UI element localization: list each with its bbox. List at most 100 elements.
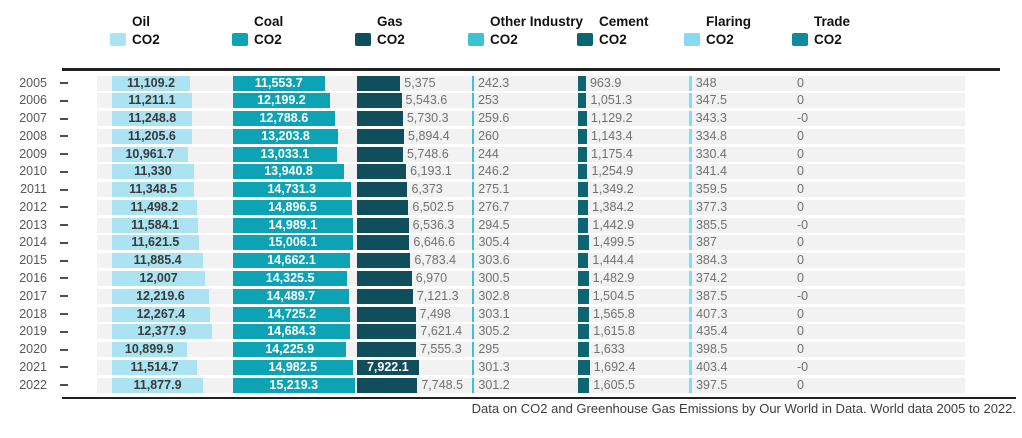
flaring-co2-bar xyxy=(689,75,692,91)
column-header-gas: Gas CO2 xyxy=(355,14,405,47)
flaring-co2-bar xyxy=(689,306,693,322)
column-subheader: CO2 xyxy=(232,32,283,47)
oil-co2-bar xyxy=(112,182,195,198)
source-caption: Data on CO2 and Greenhouse Gas Emissions… xyxy=(471,401,1016,416)
gas-co2-value: 7,121.3 xyxy=(416,288,459,303)
gas-co2-bar xyxy=(357,342,416,358)
row-band xyxy=(97,359,965,375)
oil-co2-bar xyxy=(112,288,209,304)
flaring-co2-bar xyxy=(689,199,692,215)
trade-co2-value: 0 xyxy=(797,324,804,339)
other-industry-co2-bar xyxy=(472,93,475,109)
column-subheader: CO2 xyxy=(110,32,160,47)
cement-co2-value: 1,254.9 xyxy=(591,164,634,179)
column-title: Other Industry xyxy=(490,14,584,29)
axis-tick xyxy=(60,384,68,387)
cement-co2-value: 1,384.2 xyxy=(592,199,634,214)
year-label: 2011 xyxy=(20,182,47,197)
oil-co2-bar xyxy=(112,377,204,393)
gas-co2-value: 7,498 xyxy=(419,306,451,321)
oil-co2-bar xyxy=(112,359,197,375)
flaring-co2-bar xyxy=(689,253,692,269)
oil-co2-value: 11,248.8 xyxy=(128,111,177,126)
oil-co2-value: 11,211.1 xyxy=(128,93,176,108)
coal-co2-bar xyxy=(233,146,337,162)
column-header-other-industry: Other Industry CO2 xyxy=(468,14,583,47)
flaring-co2-value: 348 xyxy=(695,75,717,90)
other-industry-co2-bar xyxy=(472,377,475,393)
year-label: 2019 xyxy=(19,324,47,339)
year-label: 2015 xyxy=(19,253,47,268)
gas-co2-bar xyxy=(357,288,413,304)
cement-co2-bar xyxy=(578,93,587,109)
axis-tick xyxy=(60,313,68,315)
trade-co2-value: 0 xyxy=(797,253,804,268)
trade-co2-value: 0 xyxy=(797,306,804,321)
row-band xyxy=(97,111,965,127)
column-sub-label: CO2 xyxy=(490,32,518,47)
cement-co2-value: 1,175.4 xyxy=(591,146,633,161)
gas-co2-bar xyxy=(357,324,417,340)
oil-co2-value: 11,498.2 xyxy=(130,199,179,214)
trade-co2-value: 0 xyxy=(797,342,804,357)
flaring-co2-bar xyxy=(689,146,692,162)
coal-co2-bar xyxy=(233,164,345,180)
column-header-cement: Cement CO2 xyxy=(577,14,649,47)
oil-co2-value: 12,377.9 xyxy=(137,324,187,339)
trade-co2-value: 0 xyxy=(797,235,804,250)
cement-co2-value: 1,442.9 xyxy=(592,217,635,232)
year-label: 2022 xyxy=(19,377,47,392)
axis-tick xyxy=(60,188,68,191)
other-industry-co2-bar xyxy=(472,182,475,198)
legend-swatch-gas-co2-icon xyxy=(355,33,371,46)
gas-co2-value: 6,373 xyxy=(411,182,443,197)
coal-co2-value: 15,006.1 xyxy=(268,235,318,250)
coal-co2-value: 12,199.2 xyxy=(257,93,306,108)
cement-co2-bar xyxy=(578,288,589,304)
flaring-co2-bar xyxy=(689,377,693,393)
coal-co2-bar xyxy=(233,93,330,109)
legend-swatch-flaring-co2-icon xyxy=(684,33,700,46)
legend-swatch-oil-co2-icon xyxy=(110,33,126,46)
coal-co2-bar xyxy=(233,342,347,358)
trade-co2-value: -0 xyxy=(797,217,809,232)
oil-co2-value: 11,348.5 xyxy=(129,182,178,197)
coal-co2-bar xyxy=(233,359,353,375)
oil-co2-bar xyxy=(112,342,187,358)
other-industry-co2-value: 294.5 xyxy=(478,217,510,232)
coal-co2-value: 14,896.5 xyxy=(268,199,317,214)
gas-co2-bar xyxy=(357,164,407,180)
flaring-co2-bar xyxy=(689,324,693,340)
flaring-co2-bar xyxy=(689,288,693,304)
row-band xyxy=(97,324,965,340)
axis-tick xyxy=(60,153,68,156)
cement-co2-value: 1,129.2 xyxy=(590,111,633,126)
axis-tick xyxy=(60,82,68,84)
coal-co2-bar xyxy=(233,235,353,251)
flaring-co2-value: 341.4 xyxy=(695,164,727,179)
column-header-flaring: Flaring CO2 xyxy=(684,14,751,47)
axis-tick xyxy=(60,206,68,209)
gas-co2-bar xyxy=(357,93,402,109)
oil-co2-bar xyxy=(112,111,193,127)
column-title: Gas xyxy=(377,14,403,29)
oil-co2-bar xyxy=(112,164,194,180)
cement-co2-value: 1,143.4 xyxy=(590,128,633,143)
coal-co2-value: 15,219.3 xyxy=(269,377,319,392)
axis-tick xyxy=(60,99,68,102)
other-industry-co2-bar xyxy=(472,146,474,162)
column-header-trade: Trade CO2 xyxy=(792,14,850,47)
oil-co2-value: 12,007 xyxy=(139,270,178,285)
other-industry-co2-value: 246.2 xyxy=(477,164,510,179)
axis-tick xyxy=(60,241,68,244)
oil-co2-value: 11,330 xyxy=(134,164,172,179)
oil-co2-bar xyxy=(112,75,191,91)
other-industry-co2-value: 305.2 xyxy=(478,324,510,339)
axis-tick xyxy=(60,348,68,351)
trade-co2-value: 0 xyxy=(797,270,804,285)
axis-tick xyxy=(60,170,68,173)
row-band xyxy=(97,217,965,233)
gas-co2-value: 6,502.5 xyxy=(412,199,455,214)
gas-co2-bar xyxy=(357,111,403,127)
year-label: 2005 xyxy=(19,75,47,90)
